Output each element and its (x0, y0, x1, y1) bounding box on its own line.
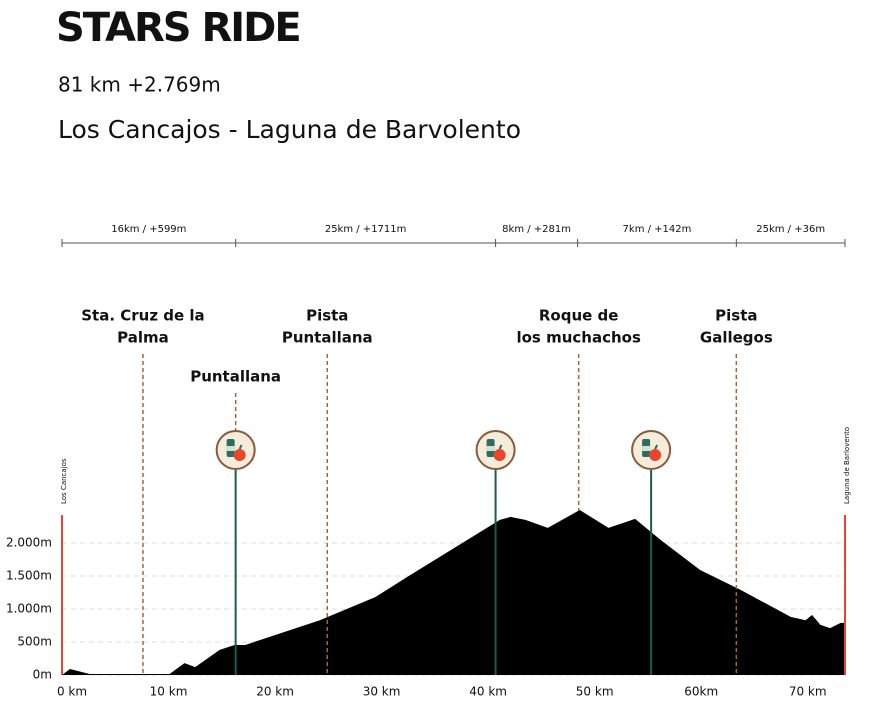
chart-title: STARS RIDE (56, 5, 300, 51)
annotation-label: Palma (117, 329, 169, 347)
y-tick-label: 1.500m (6, 569, 52, 583)
aid-icon-stem (654, 444, 659, 450)
aid-icon-apple (493, 449, 506, 461)
y-tick-label: 1.000m (6, 602, 52, 616)
annotation-label: Gallegos (700, 329, 773, 347)
segment-label: 8km / +281m (502, 224, 571, 235)
annotation-label: Puntallana (190, 368, 281, 386)
x-tick-label: 70 km (789, 685, 827, 699)
subtitle: 81 km +2.769m (58, 73, 221, 97)
segment-label: 7km / +142m (623, 224, 692, 235)
y-tick-label: 0m (33, 668, 52, 682)
elevation-area (62, 510, 845, 675)
annotation-label: Pista (306, 307, 348, 325)
aid-icon-bottle-label (226, 446, 235, 451)
annotation-label: los muchachos (516, 329, 640, 347)
x-tick-label: 50 km (576, 685, 614, 699)
route: Los Cancajos - Laguna de Barvolento (58, 115, 521, 144)
x-tick-label: 10 km (150, 685, 188, 699)
x-tick-label: 40 km (469, 685, 507, 699)
y-tick-label: 2.000m (6, 536, 52, 550)
x-tick-label: 60km (684, 685, 718, 699)
aid-icon (215, 430, 256, 470)
x-tick-label: 0 km (57, 685, 87, 699)
segment-label: 16km / +599m (111, 224, 186, 235)
aid-icon-bottle-label (486, 446, 495, 451)
aid-icon (631, 430, 672, 470)
aid-icon-apple (649, 449, 662, 461)
endpoint-label: Laguna de Barlovento (843, 427, 851, 504)
annotation-label: Puntallana (282, 329, 373, 347)
aid-icon-apple (233, 449, 246, 461)
endpoint-label: Los Cancajos (60, 458, 68, 504)
aid-icon (475, 430, 516, 470)
segment-label: 25km / +1711m (325, 224, 407, 235)
aid-icon-stem (238, 444, 243, 450)
annotation-label: Roque de (539, 307, 619, 325)
x-tick-label: 30 km (363, 685, 401, 699)
y-tick-label: 500m (17, 635, 52, 649)
x-tick-label: 20 km (256, 685, 294, 699)
aid-icon-bottle-label (642, 446, 651, 451)
segment-label: 25km / +36m (756, 224, 825, 235)
annotation-label: Pista (715, 307, 757, 325)
annotation-label: Sta. Cruz de la (81, 307, 204, 325)
aid-icon-stem (498, 444, 503, 450)
